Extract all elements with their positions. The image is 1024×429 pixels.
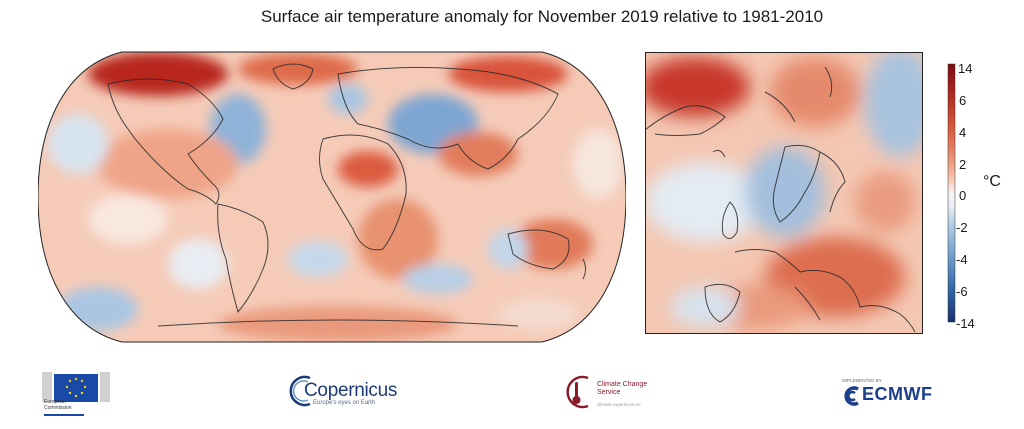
copernicus-logo: Copernicus Europe's eyes on Earth bbox=[286, 372, 397, 412]
ecmwf-logo: IMPLEMENTED BY ECMWF bbox=[836, 378, 944, 408]
page-title: Surface air temperature anomaly for Nove… bbox=[260, 7, 824, 26]
europe-anomaly-map bbox=[645, 52, 923, 334]
colorbar-tick-label: 0 bbox=[959, 188, 966, 203]
colorbar-tick-label: 2 bbox=[959, 157, 966, 172]
eu-logo: European Commission bbox=[42, 368, 118, 420]
colorbar: 14 6 4 2 0 -2 -4 -6 -14 bbox=[947, 61, 975, 330]
ecmwf-wordmark: ECMWF bbox=[862, 384, 933, 404]
c3s-logo: Climate Change Service climate.copernicu… bbox=[562, 372, 662, 416]
colorbar-tick-label: -14 bbox=[956, 316, 975, 330]
colorbar-tick-label: 4 bbox=[959, 125, 966, 140]
colorbar-tick-label: -2 bbox=[956, 220, 968, 235]
colorbar-tick-label: 6 bbox=[959, 93, 966, 108]
colorbar-unit: °C bbox=[983, 173, 1001, 190]
title-area: Surface air temperature anomaly for Nove… bbox=[0, 0, 1024, 30]
colorbar-tick-label: -4 bbox=[956, 252, 968, 267]
colorbar-tick-label: -6 bbox=[956, 284, 968, 299]
copernicus-tagline: Europe's eyes on Earth bbox=[313, 400, 376, 406]
ecmwf-prefix: IMPLEMENTED BY bbox=[842, 378, 882, 383]
colorbar-tick-label: 14 bbox=[958, 61, 972, 76]
world-anomaly-map bbox=[38, 51, 626, 343]
colorbar-gradient bbox=[947, 63, 956, 323]
eu-logo-label: European Commission bbox=[44, 399, 72, 411]
c3s-url: climate.copernicus.eu bbox=[597, 402, 641, 407]
copernicus-wordmark: Copernicus bbox=[304, 380, 398, 401]
c3s-wordmark: Climate Change Service bbox=[597, 381, 648, 396]
